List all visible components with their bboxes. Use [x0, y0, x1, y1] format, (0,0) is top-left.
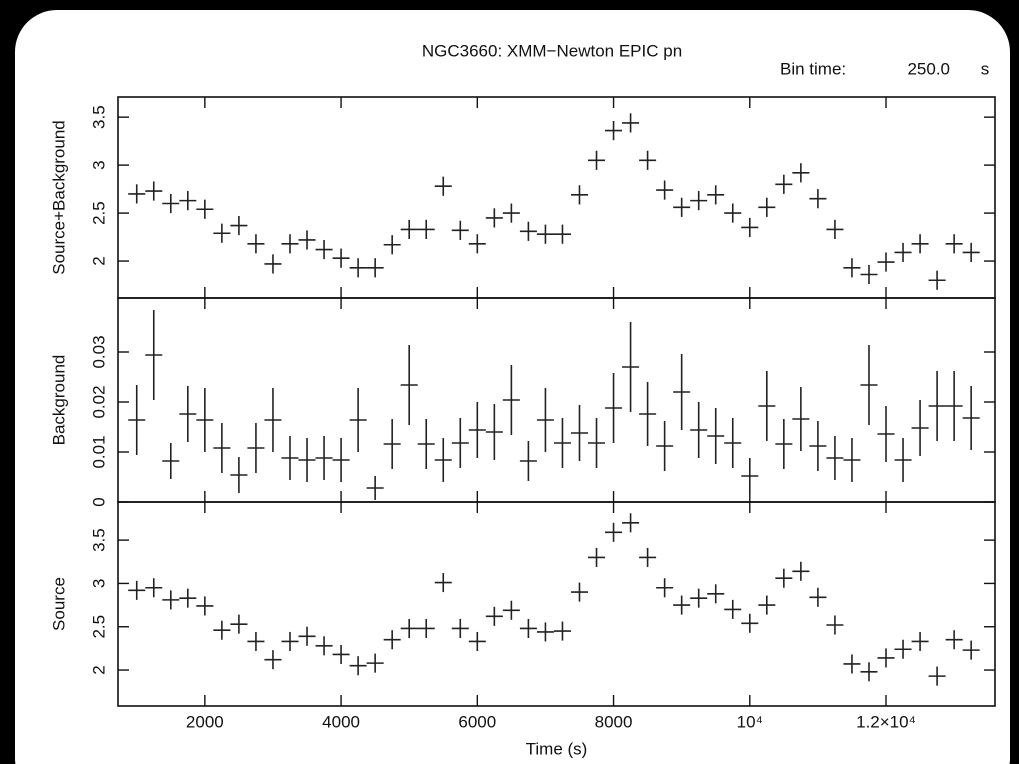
x-tick-label: 6000	[458, 712, 496, 731]
chart-title: NGC3660: XMM−Newton EPIC pn	[422, 41, 682, 60]
y-tick-label: 3	[89, 160, 108, 169]
y-tick-label: 0.03	[89, 335, 108, 368]
y-tick-label: 2	[89, 665, 108, 674]
y-tick-label: 3	[89, 579, 108, 588]
x-axis-label: Time (s)	[526, 739, 588, 758]
y-tick-label: 3.5	[89, 528, 108, 552]
y-tick-label: 0.02	[89, 385, 108, 418]
y-tick-label: 2.5	[89, 201, 108, 225]
y-tick-label: 0	[89, 497, 108, 506]
y-tick-label: 3.5	[89, 105, 108, 129]
panel-frame	[117, 501, 996, 707]
x-tick-label: 10⁴	[737, 712, 763, 731]
y-axis-label: Source	[49, 577, 68, 631]
y-tick-label: 0.01	[89, 435, 108, 468]
y-tick-label: 2.5	[89, 615, 108, 639]
card	[15, 10, 1010, 764]
x-tick-label: 2000	[186, 712, 224, 731]
bin-time: 250.0	[907, 59, 950, 78]
x-tick-label: 1.2×10⁴	[856, 712, 916, 731]
x-tick-label: 8000	[595, 712, 633, 731]
y-tick-label: 2	[89, 256, 108, 265]
y-axis-label: Source+Background	[49, 120, 68, 275]
y-axis-label: Background	[49, 355, 68, 446]
bin-time-label: Bin time:	[780, 59, 846, 78]
x-tick-label: 4000	[322, 712, 360, 731]
bin-time-unit: s	[981, 59, 990, 78]
